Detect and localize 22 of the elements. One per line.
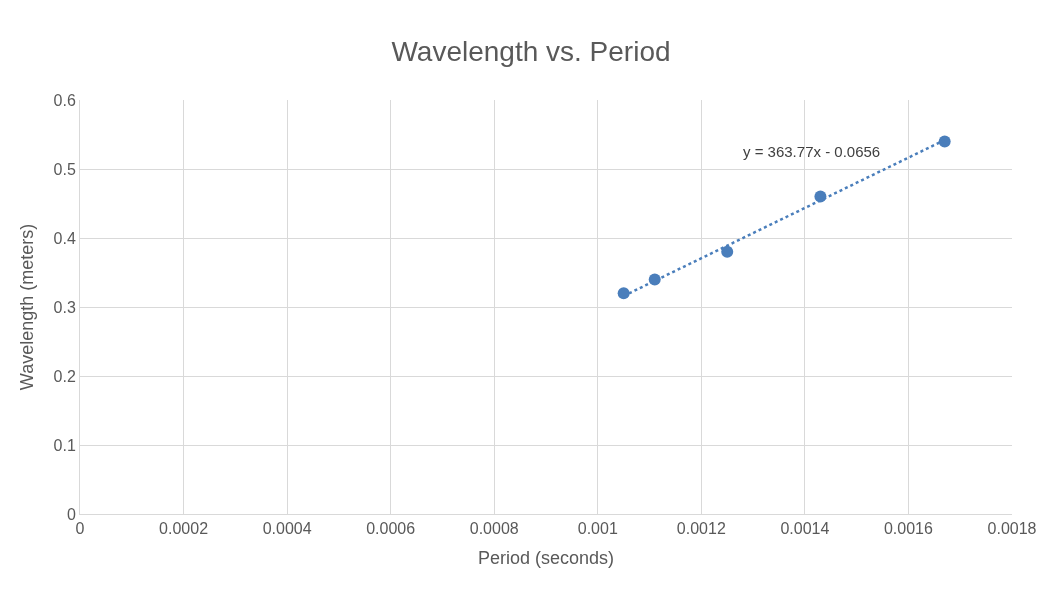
point [721,245,734,258]
y-tick-label: 0.3 [53,298,76,316]
y-tick-label: 0.5 [53,160,76,178]
point [938,135,951,148]
x-tick-label: 0.0004 [262,520,312,538]
x-tick-label: 0.0006 [366,520,416,538]
x-tick-label: 0.0012 [676,520,726,538]
y-tick-label: 0.1 [53,436,76,454]
x-tick-label: 0.001 [577,520,618,538]
y-tick-label: 0.4 [53,229,76,247]
x-tick-label: 0.0008 [469,520,519,538]
x-tick-label: 0.0018 [987,520,1037,538]
x-tick-label: 0.0016 [883,520,934,538]
x-tick-label: 0.0014 [780,520,830,538]
chart-title: Wavelength vs. Period [391,36,671,68]
x-tick-label: 0.0002 [159,520,209,538]
y-tick-label: 0 [66,505,76,523]
y-tick-label: 0.6 [53,91,76,109]
x-axis-title: Period (seconds) [477,548,615,569]
y-tick-label: 0.2 [53,367,76,385]
y-axis-title: Wavelength (meters) [16,223,37,391]
annotation: y = 363.77x - 0.0656 [743,143,881,160]
